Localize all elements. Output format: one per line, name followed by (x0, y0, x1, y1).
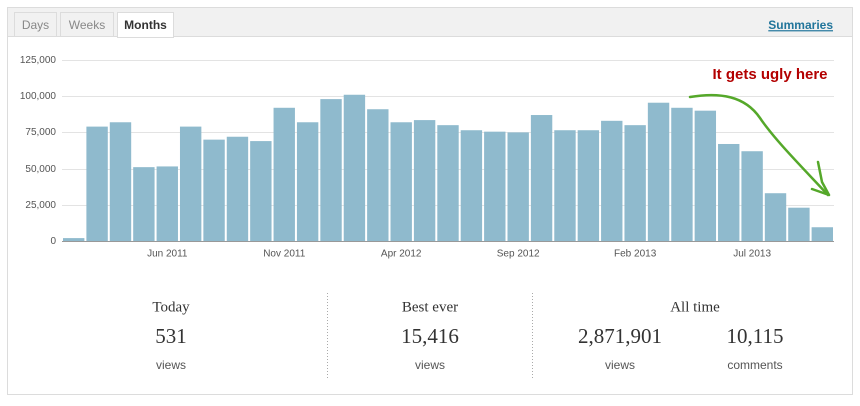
bar (413, 120, 436, 241)
x-tick-label: Feb 2013 (614, 249, 657, 260)
bar (86, 126, 108, 241)
x-tick-label: Jul 2013 (733, 249, 771, 260)
bar (63, 238, 85, 241)
stat-unit: views (605, 358, 635, 372)
bar (203, 139, 225, 241)
bar (437, 125, 459, 241)
tab[interactable] (14, 12, 57, 37)
y-tick-label: 50,000 (25, 164, 56, 175)
stat-unit: views (156, 358, 186, 372)
tabs: Days Weeks Months (14, 12, 174, 38)
bar (179, 126, 202, 241)
bar (624, 125, 646, 241)
stat-unit: views (415, 358, 445, 372)
stats: Today 531 views Best ever 15,416 views All tim… (152, 299, 783, 372)
bar (811, 227, 833, 241)
x-tick-label: Nov 2011 (263, 249, 306, 260)
bar (577, 130, 600, 241)
annotation-arrow (688, 93, 830, 197)
stat-title: Best ever (402, 299, 458, 315)
annotation-arrowhead (810, 160, 831, 197)
bar (226, 136, 249, 241)
bar (390, 122, 412, 241)
y-tick-label: 25,000 (25, 200, 56, 211)
x-tick-label: Sep 2012 (497, 249, 540, 260)
stat-number: 15,416 (401, 324, 459, 348)
bar (601, 120, 623, 241)
tab-label[interactable]: Months (124, 18, 167, 32)
bar (320, 99, 342, 241)
x-tick-label: Jun 2011 (147, 249, 188, 260)
y-tick-label: 75,000 (25, 127, 56, 138)
stat-title: All time (670, 299, 720, 315)
stat-number: 2,871,901 (578, 324, 662, 348)
bar (460, 130, 483, 241)
bar (671, 107, 693, 241)
bar (109, 122, 132, 241)
bar (788, 207, 810, 241)
bar (694, 110, 717, 242)
bar (507, 132, 529, 241)
bar (741, 151, 763, 241)
y-tick-label: 125,000 (20, 55, 57, 66)
annotation: It gets ugly here (712, 66, 827, 83)
stat-title: Today (152, 299, 190, 315)
tab-label[interactable]: Days (22, 18, 49, 32)
bar (764, 193, 787, 241)
bar (296, 122, 319, 241)
bar (273, 107, 295, 241)
bar (718, 143, 740, 241)
bar (156, 166, 178, 241)
bar (554, 130, 576, 241)
bar (367, 109, 389, 242)
tab[interactable] (117, 12, 174, 38)
bar (484, 131, 506, 241)
bar (250, 141, 272, 241)
stat-unit: comments (727, 358, 782, 372)
summaries-link[interactable]: Summaries (768, 18, 833, 32)
chart: 0 25,000 50,000 75,000 100,000 125,000 Jun 201… (20, 55, 834, 260)
x-tick-label: Apr 2012 (381, 249, 422, 260)
bar (647, 102, 670, 241)
y-tick-label: 0 (50, 236, 56, 247)
stat-number: 531 (155, 324, 187, 348)
bar (133, 167, 155, 241)
bar (343, 94, 366, 241)
tab-label[interactable]: Weeks (69, 18, 105, 32)
tab[interactable] (60, 12, 114, 37)
stat-number: 10,115 (727, 324, 784, 348)
bar (530, 115, 553, 241)
y-tick-label: 100,000 (20, 91, 57, 102)
